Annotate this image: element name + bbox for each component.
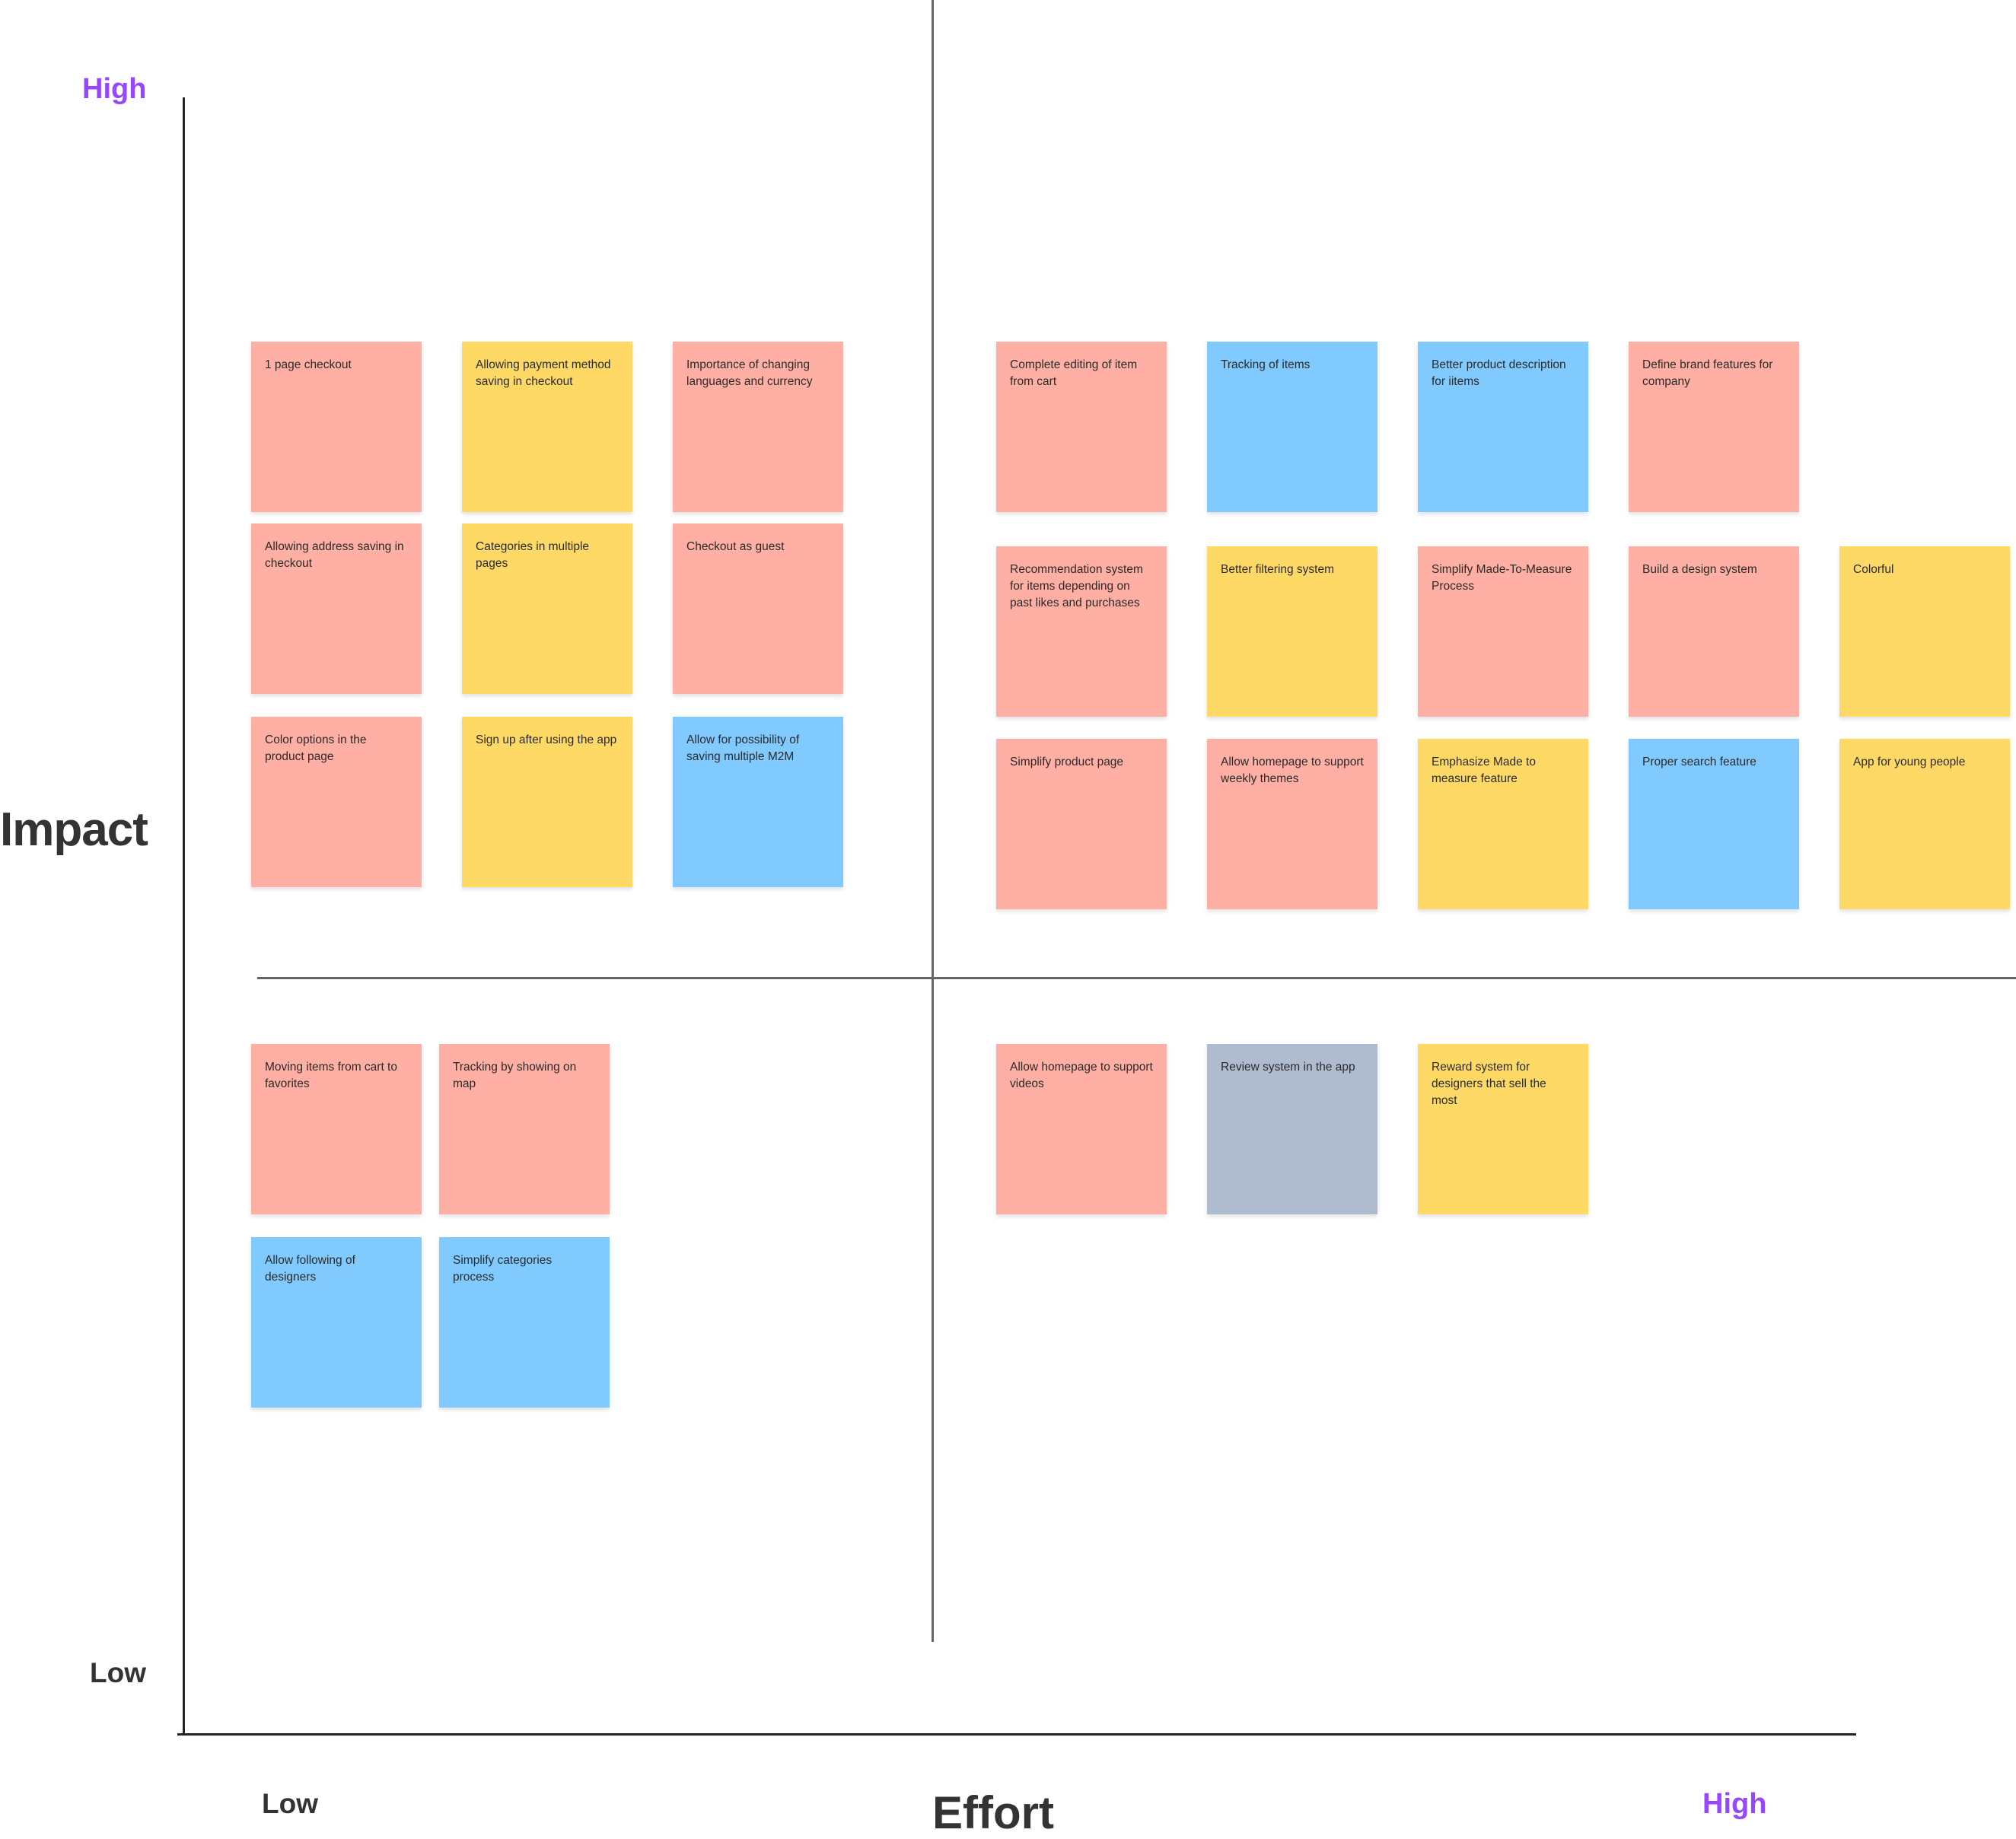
sticky-note[interactable]: Allowing address saving in checkout	[251, 523, 422, 694]
sticky-note[interactable]: Color options in the product page	[251, 717, 422, 887]
sticky-note[interactable]: Categories in multiple pages	[462, 523, 632, 694]
sticky-note[interactable]: 1 page checkout	[251, 342, 422, 512]
sticky-note[interactable]: Better product description for iitems	[1418, 342, 1588, 512]
sticky-note[interactable]: Define brand features for company	[1629, 342, 1799, 512]
sticky-note[interactable]: Proper search feature	[1629, 739, 1799, 909]
impact-axis-line	[183, 97, 185, 1735]
sticky-note[interactable]: Build a design system	[1629, 546, 1799, 717]
sticky-note[interactable]: Allow for possibility of saving multiple…	[673, 717, 843, 887]
quadrant-divider-vertical	[932, 0, 934, 1642]
sticky-note[interactable]: Simplify Made-To-Measure Process	[1418, 546, 1588, 717]
sticky-note[interactable]: Allow homepage to support videos	[996, 1044, 1167, 1214]
impact-high-label: High	[82, 73, 147, 105]
effort-high-label: High	[1702, 1788, 1767, 1820]
quadrant-divider-horizontal	[257, 977, 2016, 979]
sticky-note[interactable]: Checkout as guest	[673, 523, 843, 694]
sticky-note[interactable]: Tracking by showing on map	[439, 1044, 610, 1214]
sticky-note[interactable]: Reward system for designers that sell th…	[1418, 1044, 1588, 1214]
sticky-note[interactable]: Complete editing of item from cart	[996, 342, 1167, 512]
sticky-note[interactable]: Colorful	[1839, 546, 2010, 717]
effort-axis-title: Effort	[932, 1787, 1054, 1838]
sticky-note[interactable]: App for young people	[1839, 739, 2010, 909]
sticky-note[interactable]: Moving items from cart to favorites	[251, 1044, 422, 1214]
sticky-note[interactable]: Emphasize Made to measure feature	[1418, 739, 1588, 909]
effort-axis-line	[177, 1733, 1856, 1736]
impact-axis-title: Impact	[0, 803, 148, 856]
sticky-note[interactable]: Allow homepage to support weekly themes	[1207, 739, 1377, 909]
sticky-note[interactable]: Tracking of items	[1207, 342, 1377, 512]
effort-low-label: Low	[262, 1788, 318, 1819]
impact-low-label: Low	[90, 1657, 146, 1688]
sticky-note[interactable]: Review system in the app	[1207, 1044, 1377, 1214]
sticky-note[interactable]: Sign up after using the app	[462, 717, 632, 887]
sticky-note[interactable]: Allow following of designers	[251, 1237, 422, 1408]
sticky-note[interactable]: Importance of changing languages and cur…	[673, 342, 843, 512]
sticky-note[interactable]: Simplify product page	[996, 739, 1167, 909]
sticky-note[interactable]: Allowing payment method saving in checko…	[462, 342, 632, 512]
sticky-note[interactable]: Simplify categories process	[439, 1237, 610, 1408]
sticky-note[interactable]: Recommendation system for items dependin…	[996, 546, 1167, 717]
sticky-note[interactable]: Better filtering system	[1207, 546, 1377, 717]
